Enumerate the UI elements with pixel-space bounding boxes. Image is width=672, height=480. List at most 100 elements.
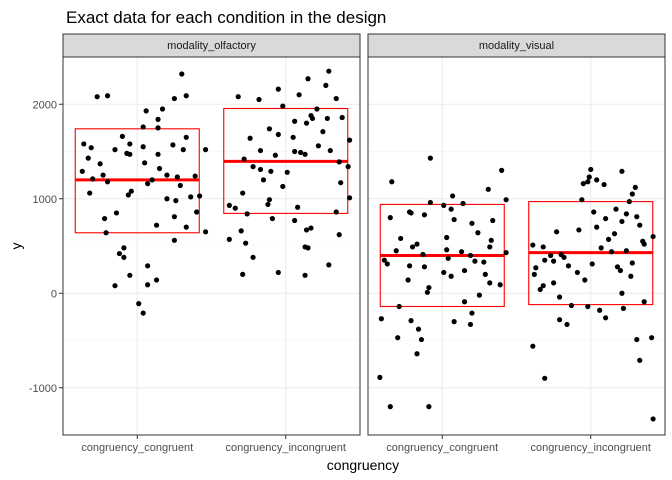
data-point [398,235,404,242]
data-point [101,215,108,222]
data-point [426,284,432,291]
data-point [140,310,146,316]
data-point [266,126,273,132]
data-point [265,201,271,208]
data-point [298,149,304,156]
data-point [247,135,253,141]
data-point [387,215,393,221]
data-point [530,343,536,349]
data-point [226,202,232,208]
data-point [127,141,133,147]
data-point [155,125,161,131]
data-point [164,172,170,178]
data-point [628,273,634,279]
data-point [444,234,450,241]
data-point [336,232,342,238]
data-point [250,164,256,170]
data-point [594,177,600,183]
data-point [576,227,582,233]
data-point [266,197,273,203]
data-point [153,277,160,283]
data-point [396,303,402,310]
data-point [202,147,209,153]
data-point [614,264,621,270]
data-point [378,316,384,322]
data-point [305,76,311,82]
data-point [461,267,468,274]
data-point [347,137,353,143]
data-point [424,289,430,295]
data-point [488,237,494,243]
data-point [580,181,586,187]
data-point [451,319,457,325]
data-point [256,96,262,103]
group-congruency_congruent [74,71,209,316]
data-point [292,148,298,155]
data-point [179,71,185,77]
data-point [634,336,640,343]
data-point [81,141,87,147]
data-point [548,252,554,259]
y-tick-label: 1000 [33,194,57,206]
data-point [79,168,85,174]
y-axis-title: y [8,243,24,250]
data-point [591,209,597,215]
data-point [90,176,96,182]
data-point [487,280,493,286]
data-point [112,147,118,153]
data-point [579,197,585,203]
data-point [585,303,591,310]
facet-panels: modality_olfactory congruency_congruent co… [62,33,666,454]
data-point [121,245,127,251]
data-point [180,147,186,153]
data-point [170,142,176,148]
data-point [637,357,643,363]
data-point [588,166,594,173]
data-point [601,181,607,188]
data-point [629,191,635,197]
data-point [406,263,413,269]
data-point [619,168,625,174]
facet-strip-label: modality_olfactory [167,40,256,52]
data-point [326,68,332,74]
data-point [542,375,548,381]
data-point [650,233,656,240]
data-point [415,326,422,332]
data-point [626,198,632,205]
data-point [458,249,465,255]
data-point [441,202,447,208]
y-axis: -1000 0 1000 2000 [29,99,63,395]
chart-title: Exact data for each condition in the des… [66,8,386,27]
data-point [623,211,629,217]
data-point [497,282,503,288]
data-point [308,225,314,231]
data-point [275,131,281,138]
data-point [240,271,246,277]
data-point [530,242,536,248]
data-point [427,199,433,206]
data-point [250,254,256,260]
data-point [461,299,468,305]
data-point [235,94,241,100]
data-point [174,174,180,180]
group-congruency_congruent [377,155,509,410]
data-point [338,180,344,186]
data-point [445,255,451,261]
data-point [408,210,414,216]
data-point [145,263,151,269]
data-point [140,144,146,150]
data-point [142,160,148,166]
data-point [393,248,399,254]
data-point [441,269,447,276]
data-point [565,263,572,269]
data-point [155,151,161,157]
data-point [603,215,609,222]
data-point [450,193,456,199]
data-point [183,224,189,230]
data-point [345,164,351,170]
data-point [171,237,177,243]
data-point [469,310,475,316]
data-point [632,184,638,191]
data-point [608,249,615,255]
x-tick-label: congruency_incongruent [226,442,346,454]
